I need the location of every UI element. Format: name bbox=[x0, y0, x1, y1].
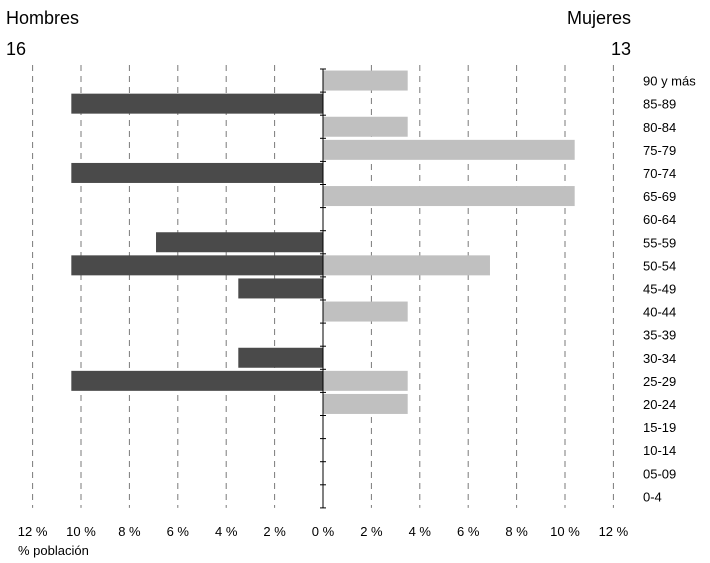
x-tick-label-7: 2 % bbox=[360, 524, 383, 539]
age-label-1: 85-89 bbox=[643, 97, 676, 112]
age-label-7: 55-59 bbox=[643, 235, 676, 250]
bar-right-25-29 bbox=[323, 370, 408, 391]
bars bbox=[71, 70, 575, 414]
age-label-8: 50-54 bbox=[643, 258, 676, 273]
x-tick-label-9: 6 % bbox=[457, 524, 480, 539]
bar-left-85-89 bbox=[71, 93, 323, 114]
bar-left-55-59 bbox=[156, 232, 323, 253]
bar-right-75-79 bbox=[323, 139, 575, 160]
x-tick-label-3: 6 % bbox=[167, 524, 190, 539]
age-label-16: 10-14 bbox=[643, 443, 676, 458]
age-label-0: 90 y más bbox=[643, 74, 696, 89]
age-label-15: 15-19 bbox=[643, 420, 676, 435]
age-label-3: 75-79 bbox=[643, 143, 676, 158]
age-label-9: 45-49 bbox=[643, 281, 676, 296]
x-tick-label-6: 0 % bbox=[312, 524, 335, 539]
x-tick-label-11: 10 % bbox=[550, 524, 580, 539]
bar-right-90-y-más bbox=[323, 70, 408, 91]
x-tick-label-4: 4 % bbox=[215, 524, 238, 539]
age-label-18: 0-4 bbox=[643, 489, 662, 504]
bar-left-50-54 bbox=[71, 255, 323, 276]
bar-right-50-54 bbox=[323, 255, 490, 276]
bar-left-70-74 bbox=[71, 162, 323, 183]
right-total: 13 bbox=[611, 39, 631, 59]
bar-right-20-24 bbox=[323, 393, 408, 414]
age-label-10: 40-44 bbox=[643, 305, 676, 320]
x-tick-label-2: 8 % bbox=[118, 524, 141, 539]
left-total: 16 bbox=[6, 39, 26, 59]
x-tick-labels: 12 % 10 % 8 % 6 % 4 % 2 % 0 % 2 % 4 % 6 % 8 % 10 % 1… bbox=[18, 524, 629, 539]
bar-right-80-84 bbox=[323, 116, 408, 137]
bar-left-45-49 bbox=[238, 278, 323, 299]
bar-left-30-34 bbox=[238, 347, 323, 368]
age-label-6: 60-64 bbox=[643, 212, 676, 227]
age-label-14: 20-24 bbox=[643, 397, 676, 412]
age-label-12: 30-34 bbox=[643, 351, 676, 366]
age-group-labels: 90 y más 85-89 80-84 75-79 70-74 65-69 60-64 55… bbox=[643, 74, 696, 505]
x-tick-label-0: 12 % bbox=[18, 524, 48, 539]
axis-ticks bbox=[320, 68, 326, 509]
age-label-13: 25-29 bbox=[643, 374, 676, 389]
age-label-17: 05-09 bbox=[643, 466, 676, 481]
right-title: Mujeres bbox=[567, 8, 631, 28]
x-tick-label-5: 2 % bbox=[263, 524, 286, 539]
x-tick-label-10: 8 % bbox=[505, 524, 528, 539]
bar-right-40-44 bbox=[323, 301, 408, 322]
x-tick-label-12: 12 % bbox=[599, 524, 629, 539]
x-axis-label: % población bbox=[18, 543, 89, 558]
age-label-2: 80-84 bbox=[643, 120, 676, 135]
x-tick-label-1: 10 % bbox=[66, 524, 96, 539]
bar-left-25-29 bbox=[71, 370, 323, 391]
x-tick-label-8: 4 % bbox=[409, 524, 432, 539]
age-label-11: 35-39 bbox=[643, 328, 676, 343]
age-label-4: 70-74 bbox=[643, 166, 676, 181]
age-label-5: 65-69 bbox=[643, 189, 676, 204]
bar-right-65-69 bbox=[323, 186, 575, 207]
left-title: Hombres bbox=[6, 8, 79, 28]
